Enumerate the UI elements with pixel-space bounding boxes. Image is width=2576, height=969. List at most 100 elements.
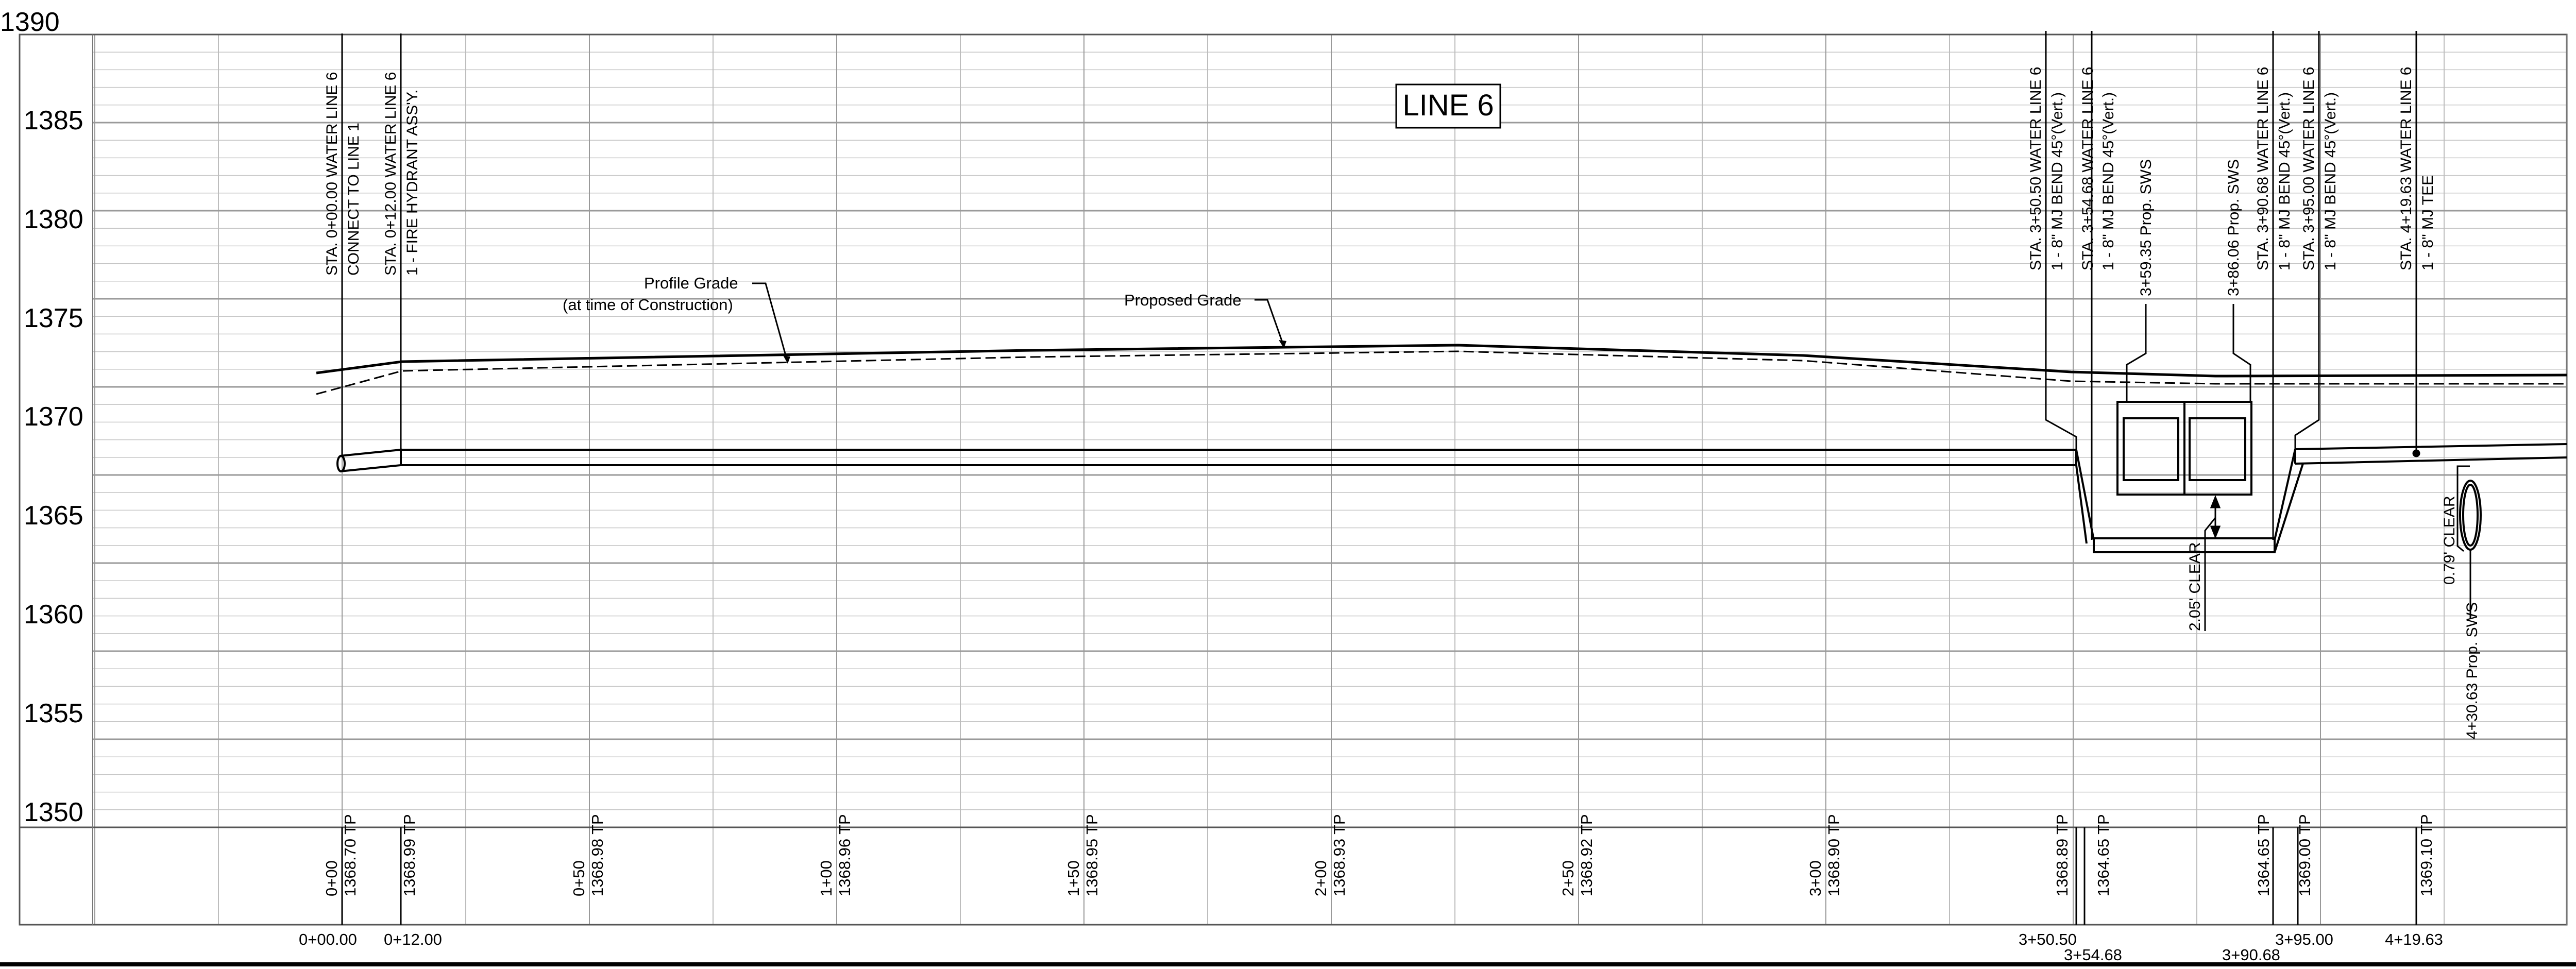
proposed-grade-arrow — [1279, 340, 1286, 348]
band-station: 2+50 — [1559, 860, 1577, 896]
tee-marker — [2412, 449, 2420, 457]
annotation-text: STA. 4+19.63 WATER LINE 6 — [2398, 67, 2415, 270]
profile-grade-line — [316, 350, 2567, 395]
annotation-text: 1 - 8" MJ BEND 45°(Vert.) — [2049, 92, 2066, 270]
clearance-label: 2.05' CLEAR — [2187, 542, 2204, 632]
bend-drop — [2075, 449, 2095, 544]
band-station-ticks — [341, 827, 2417, 925]
annotation-text: 1 - 8" MJ TEE — [2419, 175, 2436, 270]
profile-grade-leader — [752, 282, 788, 360]
station-label: 0+00.00 — [299, 930, 357, 948]
proposed-grade-line — [316, 344, 2567, 378]
storm-box-structure — [2116, 401, 2252, 496]
leader-a3 — [2045, 31, 2077, 450]
band-elevation: 1369.00 TP — [2296, 814, 2314, 896]
band-elevation: 1364.65 TP — [2255, 814, 2273, 896]
major-grid-lines — [93, 33, 2567, 828]
annotation-text: 3+59.35 Prop. SWS — [2138, 159, 2155, 296]
profile-grade-arrow — [783, 355, 790, 364]
band-elevation: 1368.92 TP — [1578, 814, 1596, 896]
band-elevation: 1368.93 TP — [1330, 814, 1348, 896]
clear2-leader — [2456, 465, 2470, 552]
clearance-dimension-2 — [2456, 465, 2471, 618]
band-elevation: 1368.96 TP — [836, 814, 854, 896]
annotation-text: STA. 3+54.68 WATER LINE 6 — [2079, 67, 2096, 270]
band-elevation: 1368.89 TP — [2053, 814, 2071, 896]
band-elevation: 1369.10 TP — [2417, 814, 2435, 896]
clearance-dimension-1 — [2204, 495, 2221, 631]
annotation-text: CONNECT TO LINE 1 — [345, 123, 362, 276]
annotation-text: STA. 3+50.50 WATER LINE 6 — [2027, 67, 2044, 270]
main-segment-2 — [401, 449, 2076, 466]
band-station: 1+50 — [1064, 860, 1082, 896]
band-elevation: 1368.98 TP — [588, 814, 606, 896]
band-station: 0+00 — [323, 860, 341, 896]
elev-label: 1380 — [24, 205, 83, 234]
band-station: 0+50 — [570, 860, 588, 896]
band-elevation: 1368.95 TP — [1083, 814, 1101, 896]
leader-a5 — [2126, 304, 2147, 402]
band-station: 2+00 — [1312, 860, 1330, 896]
station-label: 3+50.50 — [2019, 930, 2077, 948]
title-box — [1395, 83, 1501, 129]
sws-pipe-outer — [2459, 480, 2482, 551]
proposed-grade-label: Proposed Grade — [1124, 291, 1241, 309]
band-station: 1+00 — [817, 860, 835, 896]
band-elevation: 1368.70 TP — [341, 814, 359, 896]
annotation-leaders — [341, 31, 2420, 540]
annotation-text: STA. 0+12.00 WATER LINE 6 — [382, 72, 399, 276]
band-elevation: 1368.99 TP — [400, 814, 418, 896]
elev-label: 1390 — [0, 7, 60, 37]
elev-label: 1385 — [24, 106, 83, 135]
station-label: 3+90.68 — [2222, 946, 2280, 964]
annotation-text: 1 - FIRE HYDRANT ASS'Y. — [404, 90, 421, 276]
annotation-text: 4+30.63 Prop. SWS — [2464, 602, 2481, 739]
station-label: 4+19.63 — [2385, 930, 2443, 948]
leader-a6 — [2232, 304, 2251, 402]
sws-pipe-inner — [2462, 484, 2479, 547]
minor-grid-lines — [93, 52, 2567, 810]
clear-arrow-bottom — [2210, 525, 2221, 539]
title-text: LINE 6 — [1402, 89, 1494, 122]
main-end-cap — [336, 455, 346, 472]
annotation-text: STA. 0+00.00 WATER LINE 6 — [324, 72, 341, 276]
annotation-text: 3+86.06 Prop. SWS — [2225, 159, 2242, 296]
elev-label: 1365 — [24, 501, 83, 531]
station-label: 0+12.00 — [384, 930, 442, 948]
annotation-text: STA. 3+95.00 WATER LINE 6 — [2300, 67, 2317, 270]
band-elevation: 1364.65 TP — [2094, 814, 2112, 896]
band-station: 3+00 — [1806, 860, 1824, 896]
bend-rise — [2274, 449, 2304, 553]
storm-cell-left — [2123, 417, 2179, 481]
clearance-label: 0.79' CLEAR — [2441, 496, 2458, 585]
proposed-grade-leader — [1255, 299, 1284, 344]
station-label: 3+95.00 — [2275, 930, 2333, 948]
profile-grade-label-1: Profile Grade — [644, 274, 738, 292]
elev-label: 1370 — [24, 402, 83, 432]
elev-label: 1350 — [24, 797, 83, 827]
profile-grade-label-2: (at time of Construction) — [563, 296, 733, 314]
main-segment-3 — [2295, 443, 2567, 465]
clear-leader — [2204, 517, 2216, 631]
elev-label: 1360 — [24, 600, 83, 630]
storm-cell-right — [2189, 417, 2246, 481]
station-annotations: STA. 0+00.00 WATER LINE 6 CONNECT TO LIN… — [324, 67, 2481, 739]
station-label: 3+54.68 — [2064, 946, 2122, 964]
vertical-grid-lines — [94, 35, 2445, 925]
annotation-text: 1 - 8" MJ BEND 45°(Vert.) — [2276, 92, 2293, 270]
band-elevation: 1368.90 TP — [1825, 814, 1843, 896]
annotation-text: STA. 3+90.68 WATER LINE 6 — [2255, 67, 2272, 270]
elev-label: 1375 — [24, 303, 83, 333]
profile-data-band: 0+00 1368.70 TP 1368.99 TP 0+50 1368.98 … — [323, 814, 2435, 896]
elevation-labels-left: 1390 1385 1380 1375 1370 1365 1360 1355 … — [0, 7, 83, 827]
water-main — [336, 443, 2567, 553]
elev-label: 1355 — [24, 699, 83, 728]
station-labels: 0+00.00 0+12.00 3+50.50 3+54.68 3+90.68 … — [299, 930, 2443, 964]
main-segment-1 — [340, 448, 402, 472]
leader-a8 — [2294, 31, 2320, 449]
annotation-text: 1 - 8" MJ BEND 45°(Vert.) — [2322, 92, 2339, 270]
clear-arrow-top — [2210, 495, 2221, 508]
annotation-text: 1 - 8" MJ BEND 45°(Vert.) — [2100, 92, 2117, 270]
sheet-title: LINE 6 — [1395, 83, 1501, 129]
